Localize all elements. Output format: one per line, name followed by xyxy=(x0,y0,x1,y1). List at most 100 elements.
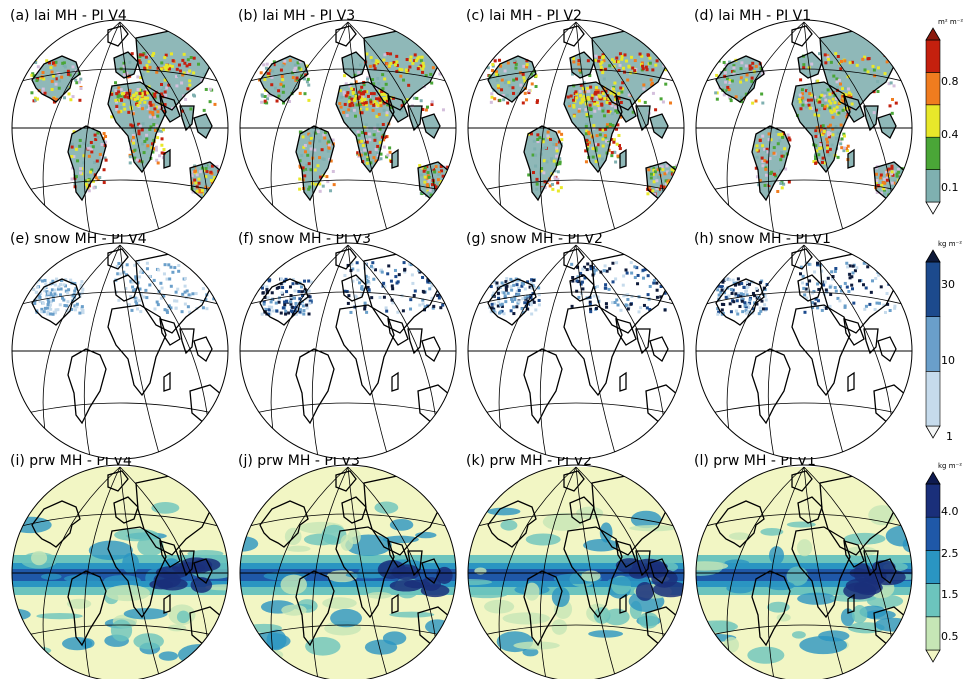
lai-cell xyxy=(357,90,361,94)
lai-cell xyxy=(30,91,34,95)
snow-cell xyxy=(885,291,889,295)
snow-cell xyxy=(731,288,735,292)
lai-cell xyxy=(41,90,45,94)
longitude-line xyxy=(803,466,845,679)
snow-cell xyxy=(54,308,58,312)
lai-cell xyxy=(876,90,880,94)
panel-d-map xyxy=(695,19,913,237)
lai-cell xyxy=(213,187,217,191)
lai-cell xyxy=(342,90,346,94)
lai-cell xyxy=(422,64,426,68)
snow-cell xyxy=(520,284,524,288)
lai-cell xyxy=(604,89,608,93)
lai-cell xyxy=(382,101,386,105)
snow-cell xyxy=(630,271,634,275)
snow-cell xyxy=(417,268,421,272)
lai-cell xyxy=(607,148,611,152)
snow-cell xyxy=(140,268,144,272)
lai-cell xyxy=(818,52,822,56)
lai-cell xyxy=(421,61,425,65)
lai-cell xyxy=(153,92,157,96)
lai-cell xyxy=(296,61,300,65)
lai-cell xyxy=(754,64,758,68)
lai-cell xyxy=(844,93,848,97)
lai-cell xyxy=(275,99,279,103)
snow-cell xyxy=(211,286,215,290)
longitude-line xyxy=(539,244,577,458)
lai-cell xyxy=(751,101,755,105)
lai-cell xyxy=(45,59,49,63)
snow-cell xyxy=(530,278,534,282)
lai-cell xyxy=(391,96,395,100)
lai-cell xyxy=(495,78,499,82)
lai-cell xyxy=(750,79,754,83)
lai-cell xyxy=(360,139,364,143)
coastline xyxy=(335,25,357,47)
lai-cell xyxy=(525,59,529,63)
snow-cell xyxy=(530,281,534,285)
snow-cell xyxy=(811,301,815,305)
snow-cell xyxy=(887,275,891,279)
snow-cell xyxy=(153,307,157,311)
lai-cell xyxy=(79,86,83,90)
snow-cell xyxy=(739,292,743,296)
prw-patch xyxy=(151,502,180,514)
lai-cell xyxy=(525,63,529,67)
lai-cell xyxy=(493,97,497,101)
lai-cell xyxy=(575,96,579,100)
lai-cell xyxy=(195,173,199,177)
lai-cell xyxy=(182,71,186,75)
lai-cell xyxy=(663,193,667,197)
snow-cell xyxy=(428,287,432,291)
lai-cell xyxy=(814,144,818,148)
lai-cell xyxy=(117,86,121,90)
lai-cell xyxy=(182,52,186,56)
snow-cell xyxy=(356,277,360,281)
snow-cell xyxy=(732,300,736,304)
lai-cell xyxy=(532,139,536,143)
lai-cell xyxy=(96,131,100,135)
lai-cell xyxy=(311,139,315,143)
coastline xyxy=(335,248,357,270)
snow-cell xyxy=(526,307,530,311)
lai-cell xyxy=(102,132,106,136)
coastline xyxy=(619,371,627,392)
snow-cell xyxy=(409,263,413,267)
lai-cell xyxy=(895,174,899,178)
lai-cell xyxy=(72,130,76,134)
lai-cell xyxy=(118,96,122,100)
prw-patch xyxy=(513,641,560,650)
land-fill xyxy=(114,52,138,78)
lai-cell xyxy=(217,180,221,184)
snow-cell xyxy=(307,279,311,283)
lai-cell xyxy=(646,53,650,57)
snow-cell xyxy=(279,277,283,281)
lai-cell xyxy=(329,189,333,193)
snow-colorbar-unit: kg m⁻² xyxy=(938,240,963,248)
land-fill xyxy=(68,126,106,200)
snow-cell xyxy=(497,300,501,304)
snow-cell xyxy=(529,300,533,304)
lai-cell xyxy=(281,90,285,94)
colorbar-extend-low xyxy=(925,649,941,663)
snow-cell xyxy=(430,296,434,300)
lai-cell xyxy=(149,125,153,129)
lai-cell xyxy=(763,183,767,187)
lai-cell xyxy=(197,181,201,185)
snow-cell xyxy=(716,307,720,311)
lai-cell xyxy=(836,131,840,135)
lai-cell xyxy=(431,183,435,187)
lai-cell xyxy=(879,173,883,177)
lai-cell xyxy=(137,59,141,63)
lai-cell xyxy=(382,58,386,62)
lai-cell xyxy=(154,128,158,132)
lai-cell xyxy=(164,67,168,71)
longitude-line xyxy=(575,244,617,458)
snow-cell xyxy=(279,282,283,286)
lai-cell xyxy=(350,97,354,101)
snow-cell xyxy=(266,290,270,294)
lai-cell xyxy=(351,88,355,92)
globe-outline xyxy=(239,19,457,237)
lai-cell xyxy=(327,147,331,151)
snow-cell xyxy=(855,266,859,270)
